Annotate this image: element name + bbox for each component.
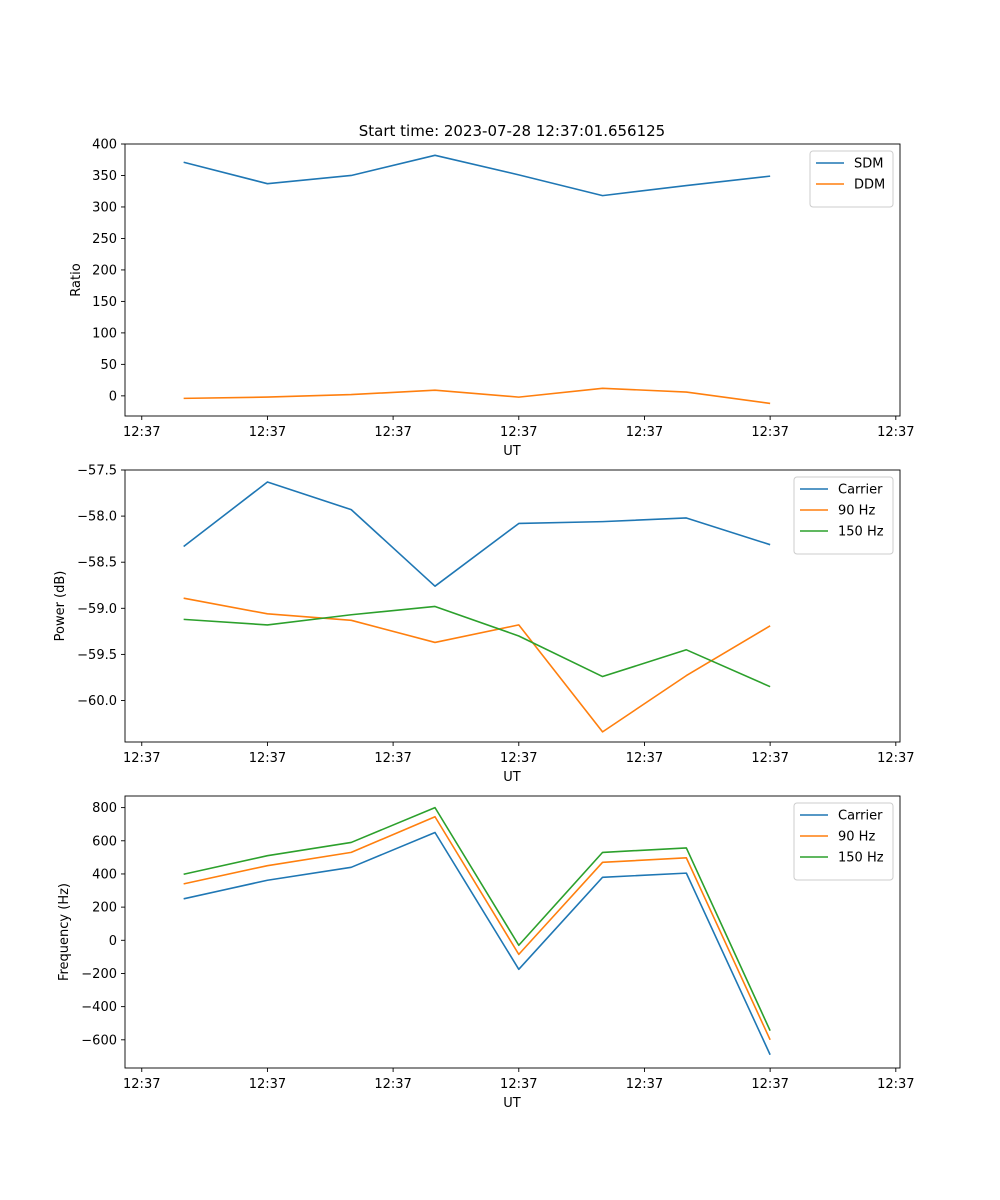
ratio-y-tick-label: 350 [92, 169, 117, 184]
frequency-x-tick-label: 12:37 [626, 1077, 663, 1092]
frequency-series-150-hz-line [183, 806, 771, 1032]
frequency-x-axis-label: UT [503, 1096, 521, 1111]
power-axes-frame [124, 469, 901, 743]
power-series-150-hz-line [183, 605, 771, 688]
ratio-y-tick-label: 200 [92, 263, 117, 278]
frequency-y-tick-label: 0 [109, 934, 117, 949]
frequency-y-tick-label: 800 [92, 801, 117, 816]
frequency-y-tick-label: 400 [92, 867, 117, 882]
power-x-tick-label: 12:37 [374, 751, 411, 766]
power-x-tick-label: 12:37 [877, 751, 914, 766]
frequency-x-tick-label: 12:37 [249, 1077, 286, 1092]
frequency-x-tick-label: 12:37 [500, 1077, 537, 1092]
ratio-x-tick-label: 12:37 [751, 425, 788, 440]
power-x-tick-label: 12:37 [500, 751, 537, 766]
ratio-y-tick-label: 50 [100, 358, 117, 373]
power-legend-label-150-hz: 150 Hz [838, 525, 884, 540]
power-x-tick-label: 12:37 [751, 751, 788, 766]
ratio-x-tick-label: 12:37 [249, 425, 286, 440]
power-y-tick-label: −57.5 [77, 464, 117, 479]
ratio-x-tick-label: 12:37 [500, 425, 537, 440]
ratio-x-tick-label: 12:37 [123, 425, 160, 440]
ratio-series-ddm-line [183, 387, 771, 405]
ratio-y-tick-label: 300 [92, 200, 117, 215]
power-y-axis-label: Power (dB) [53, 571, 68, 642]
power-series-90-hz-line [183, 597, 771, 733]
ratio-x-axis-label: UT [503, 444, 521, 459]
ratio-x-tick-label: 12:37 [626, 425, 663, 440]
ratio-chart-panel: 12:37 12:37 12:37 12:37 12:37 12:37 12:37 0 50 10… [69, 138, 915, 460]
ratio-axes-frame [124, 143, 901, 417]
power-y-tick-label: −59.0 [77, 602, 117, 617]
ratio-legend-box [809, 150, 894, 208]
ratio-y-tick-label: 0 [109, 389, 117, 404]
frequency-y-axis-label: Frequency (Hz) [57, 883, 72, 981]
power-y-tick-label: −58.5 [77, 556, 117, 571]
power-legend-label-carrier: Carrier [838, 483, 883, 498]
power-chart-panel: 12:37 12:37 12:37 12:37 12:37 12:37 12:37 −60.0… [53, 464, 915, 786]
power-legend-label-90-hz: 90 Hz [838, 504, 875, 519]
frequency-x-tick-label: 12:37 [374, 1077, 411, 1092]
frequency-legend-label-90-hz: 90 Hz [838, 830, 875, 845]
frequency-axes-frame [124, 795, 901, 1069]
ratio-x-tick-label: 12:37 [877, 425, 914, 440]
power-x-tick-label: 12:37 [123, 751, 160, 766]
ratio-legend-label-ddm: DDM [854, 178, 885, 193]
ratio-y-tick-label: 400 [92, 138, 117, 153]
frequency-x-tick-label: 12:37 [123, 1077, 160, 1092]
power-legend-box [793, 476, 894, 555]
frequency-x-tick-label: 12:37 [751, 1077, 788, 1092]
power-y-tick-label: −60.0 [77, 694, 117, 709]
ratio-x-tick-label: 12:37 [374, 425, 411, 440]
power-x-axis-label: UT [503, 770, 521, 785]
power-y-tick-label: −59.5 [77, 648, 117, 663]
frequency-legend-box [793, 802, 894, 881]
frequency-chart-panel: 12:37 12:37 12:37 12:37 12:37 12:37 12:37 −600 −… [57, 795, 915, 1111]
power-x-tick-label: 12:37 [249, 751, 286, 766]
power-x-tick-label: 12:37 [626, 751, 663, 766]
ratio-y-axis-label: Ratio [69, 263, 84, 296]
frequency-legend-label-150-hz: 150 Hz [838, 851, 884, 866]
frequency-y-tick-label: −600 [81, 1033, 117, 1048]
power-y-tick-label: −58.0 [77, 510, 117, 525]
frequency-series-90-hz-line [183, 815, 771, 1041]
frequency-y-tick-label: −200 [81, 967, 117, 982]
power-series-carrier-line [183, 481, 771, 587]
ratio-y-tick-label: 250 [92, 232, 117, 247]
frequency-y-tick-label: −400 [81, 1000, 117, 1015]
frequency-series-carrier-line [183, 831, 771, 1056]
frequency-legend-label-carrier: Carrier [838, 809, 883, 824]
ratio-series-sdm-line [183, 154, 771, 197]
frequency-y-tick-label: 600 [92, 834, 117, 849]
ratio-y-tick-label: 150 [92, 295, 117, 310]
frequency-x-tick-label: 12:37 [877, 1077, 914, 1092]
frequency-y-tick-label: 200 [92, 901, 117, 916]
ratio-y-tick-label: 100 [92, 326, 117, 341]
ratio-legend-label-sdm: SDM [854, 157, 883, 172]
figure-title: Start time: 2023-07-28 12:37:01.656125 [359, 122, 665, 140]
